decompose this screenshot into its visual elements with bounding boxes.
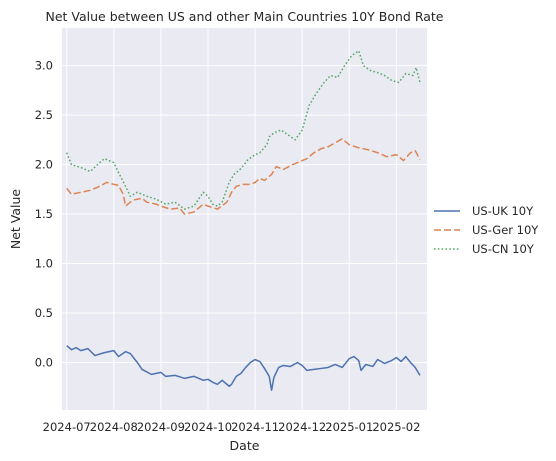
plot-background — [62, 28, 427, 410]
legend: US-UK 10Y US-Ger 10Y US-CN 10Y — [434, 204, 539, 256]
grid — [62, 28, 427, 410]
x-tick-label: 2024-07 — [43, 420, 91, 434]
x-tick-label: 2025-01 — [325, 420, 373, 434]
y-tick-label: 1.5 — [35, 207, 53, 221]
series-line-2 — [66, 50, 421, 210]
y-tick-label: 2.0 — [35, 158, 53, 172]
y-axis-label: Net Value — [8, 189, 23, 250]
legend-label-0: US-UK 10Y — [472, 204, 534, 218]
y-tick-label: 0.5 — [35, 306, 53, 320]
chart-title: Net Value between US and other Main Coun… — [45, 9, 443, 24]
legend-label-2: US-CN 10Y — [472, 242, 535, 256]
series-lines — [66, 50, 421, 391]
x-axis-label: Date — [230, 438, 260, 453]
legend-label-1: US-Ger 10Y — [472, 223, 539, 237]
y-tick-label: 0.0 — [35, 355, 53, 369]
y-tick-label: 2.5 — [35, 108, 53, 122]
y-tick-label: 3.0 — [35, 59, 53, 73]
x-tick-label: 2024-12 — [278, 420, 326, 434]
x-tick-label: 2025-02 — [372, 420, 420, 434]
y-tick-label: 1.0 — [35, 257, 53, 271]
series-line-0 — [66, 345, 421, 391]
series-line-1 — [66, 138, 421, 215]
x-tick-label: 2024-08 — [90, 420, 138, 434]
x-tick-label: 2024-11 — [231, 420, 279, 434]
x-tick-label: 2024-09 — [137, 420, 185, 434]
x-tick-label: 2024-10 — [184, 420, 232, 434]
